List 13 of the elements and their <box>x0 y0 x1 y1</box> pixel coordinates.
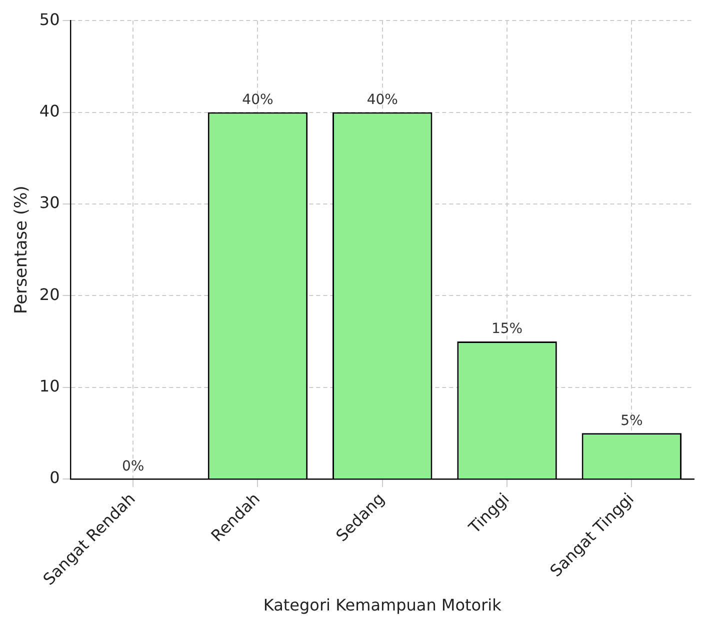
data-label: 0% <box>122 458 144 475</box>
y-tick-label: 40 <box>39 101 60 120</box>
x-axis-title: Kategori Kemampuan Motorik <box>263 596 502 615</box>
y-tick-label: 10 <box>39 376 60 396</box>
data-label: 5% <box>620 412 643 429</box>
y-tick-label: 50 <box>39 10 60 29</box>
y-tick-label: 30 <box>39 193 60 212</box>
data-label: 40% <box>366 92 398 108</box>
data-label: 40% <box>242 92 274 108</box>
data-label: 15% <box>491 321 523 338</box>
y-tick-label: 0 <box>50 468 60 488</box>
y-axis-title: Persentase (%) <box>12 186 32 314</box>
y-tick-label: 20 <box>39 284 60 304</box>
